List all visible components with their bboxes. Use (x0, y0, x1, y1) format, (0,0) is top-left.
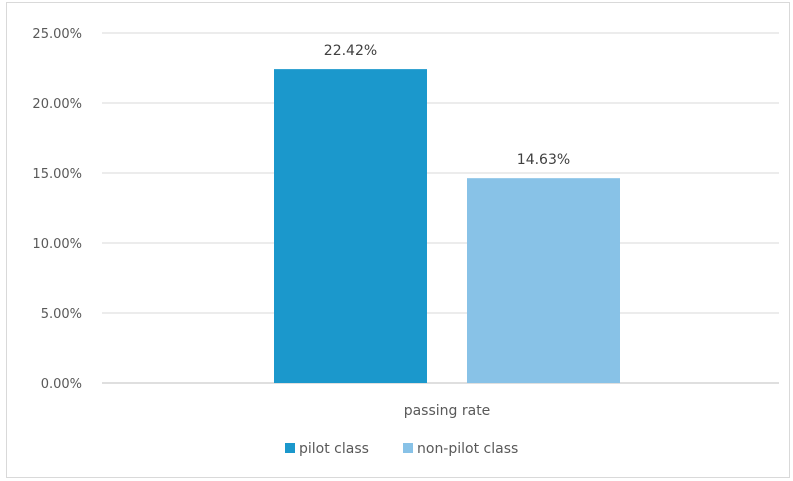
data-label: 14.63% (517, 152, 570, 168)
chart-frame: 0.00% 5.00% 10.00% 15.00% 20.00% 25.00% 22.42… (6, 2, 790, 478)
data-label: 22.42% (324, 43, 377, 59)
y-tick-label: 15.00% (32, 167, 82, 182)
y-axis-tick-labels: 0.00% 5.00% 10.00% 15.00% 20.00% 25.00% (32, 27, 82, 392)
y-tick-label: 0.00% (41, 377, 82, 392)
y-tick-label: 20.00% (32, 97, 82, 112)
legend: pilot class non-pilot class (285, 441, 518, 457)
gridlines (102, 32, 779, 384)
legend-swatch (285, 443, 295, 453)
y-tick-label: 5.00% (41, 307, 82, 322)
bars (274, 69, 620, 384)
y-tick-label: 10.00% (32, 237, 82, 252)
bar-chart: 0.00% 5.00% 10.00% 15.00% 20.00% 25.00% 22.42… (32, 27, 779, 457)
legend-label: pilot class (299, 441, 369, 457)
legend-swatch (403, 443, 413, 453)
y-tick-label: 25.00% (32, 27, 82, 42)
legend-label: non-pilot class (417, 441, 518, 457)
category-label: passing rate (404, 403, 491, 419)
bar-pilot-class (274, 69, 427, 384)
data-labels: 22.42% 14.63% (324, 43, 570, 168)
bar-non-pilot-class (467, 178, 620, 383)
